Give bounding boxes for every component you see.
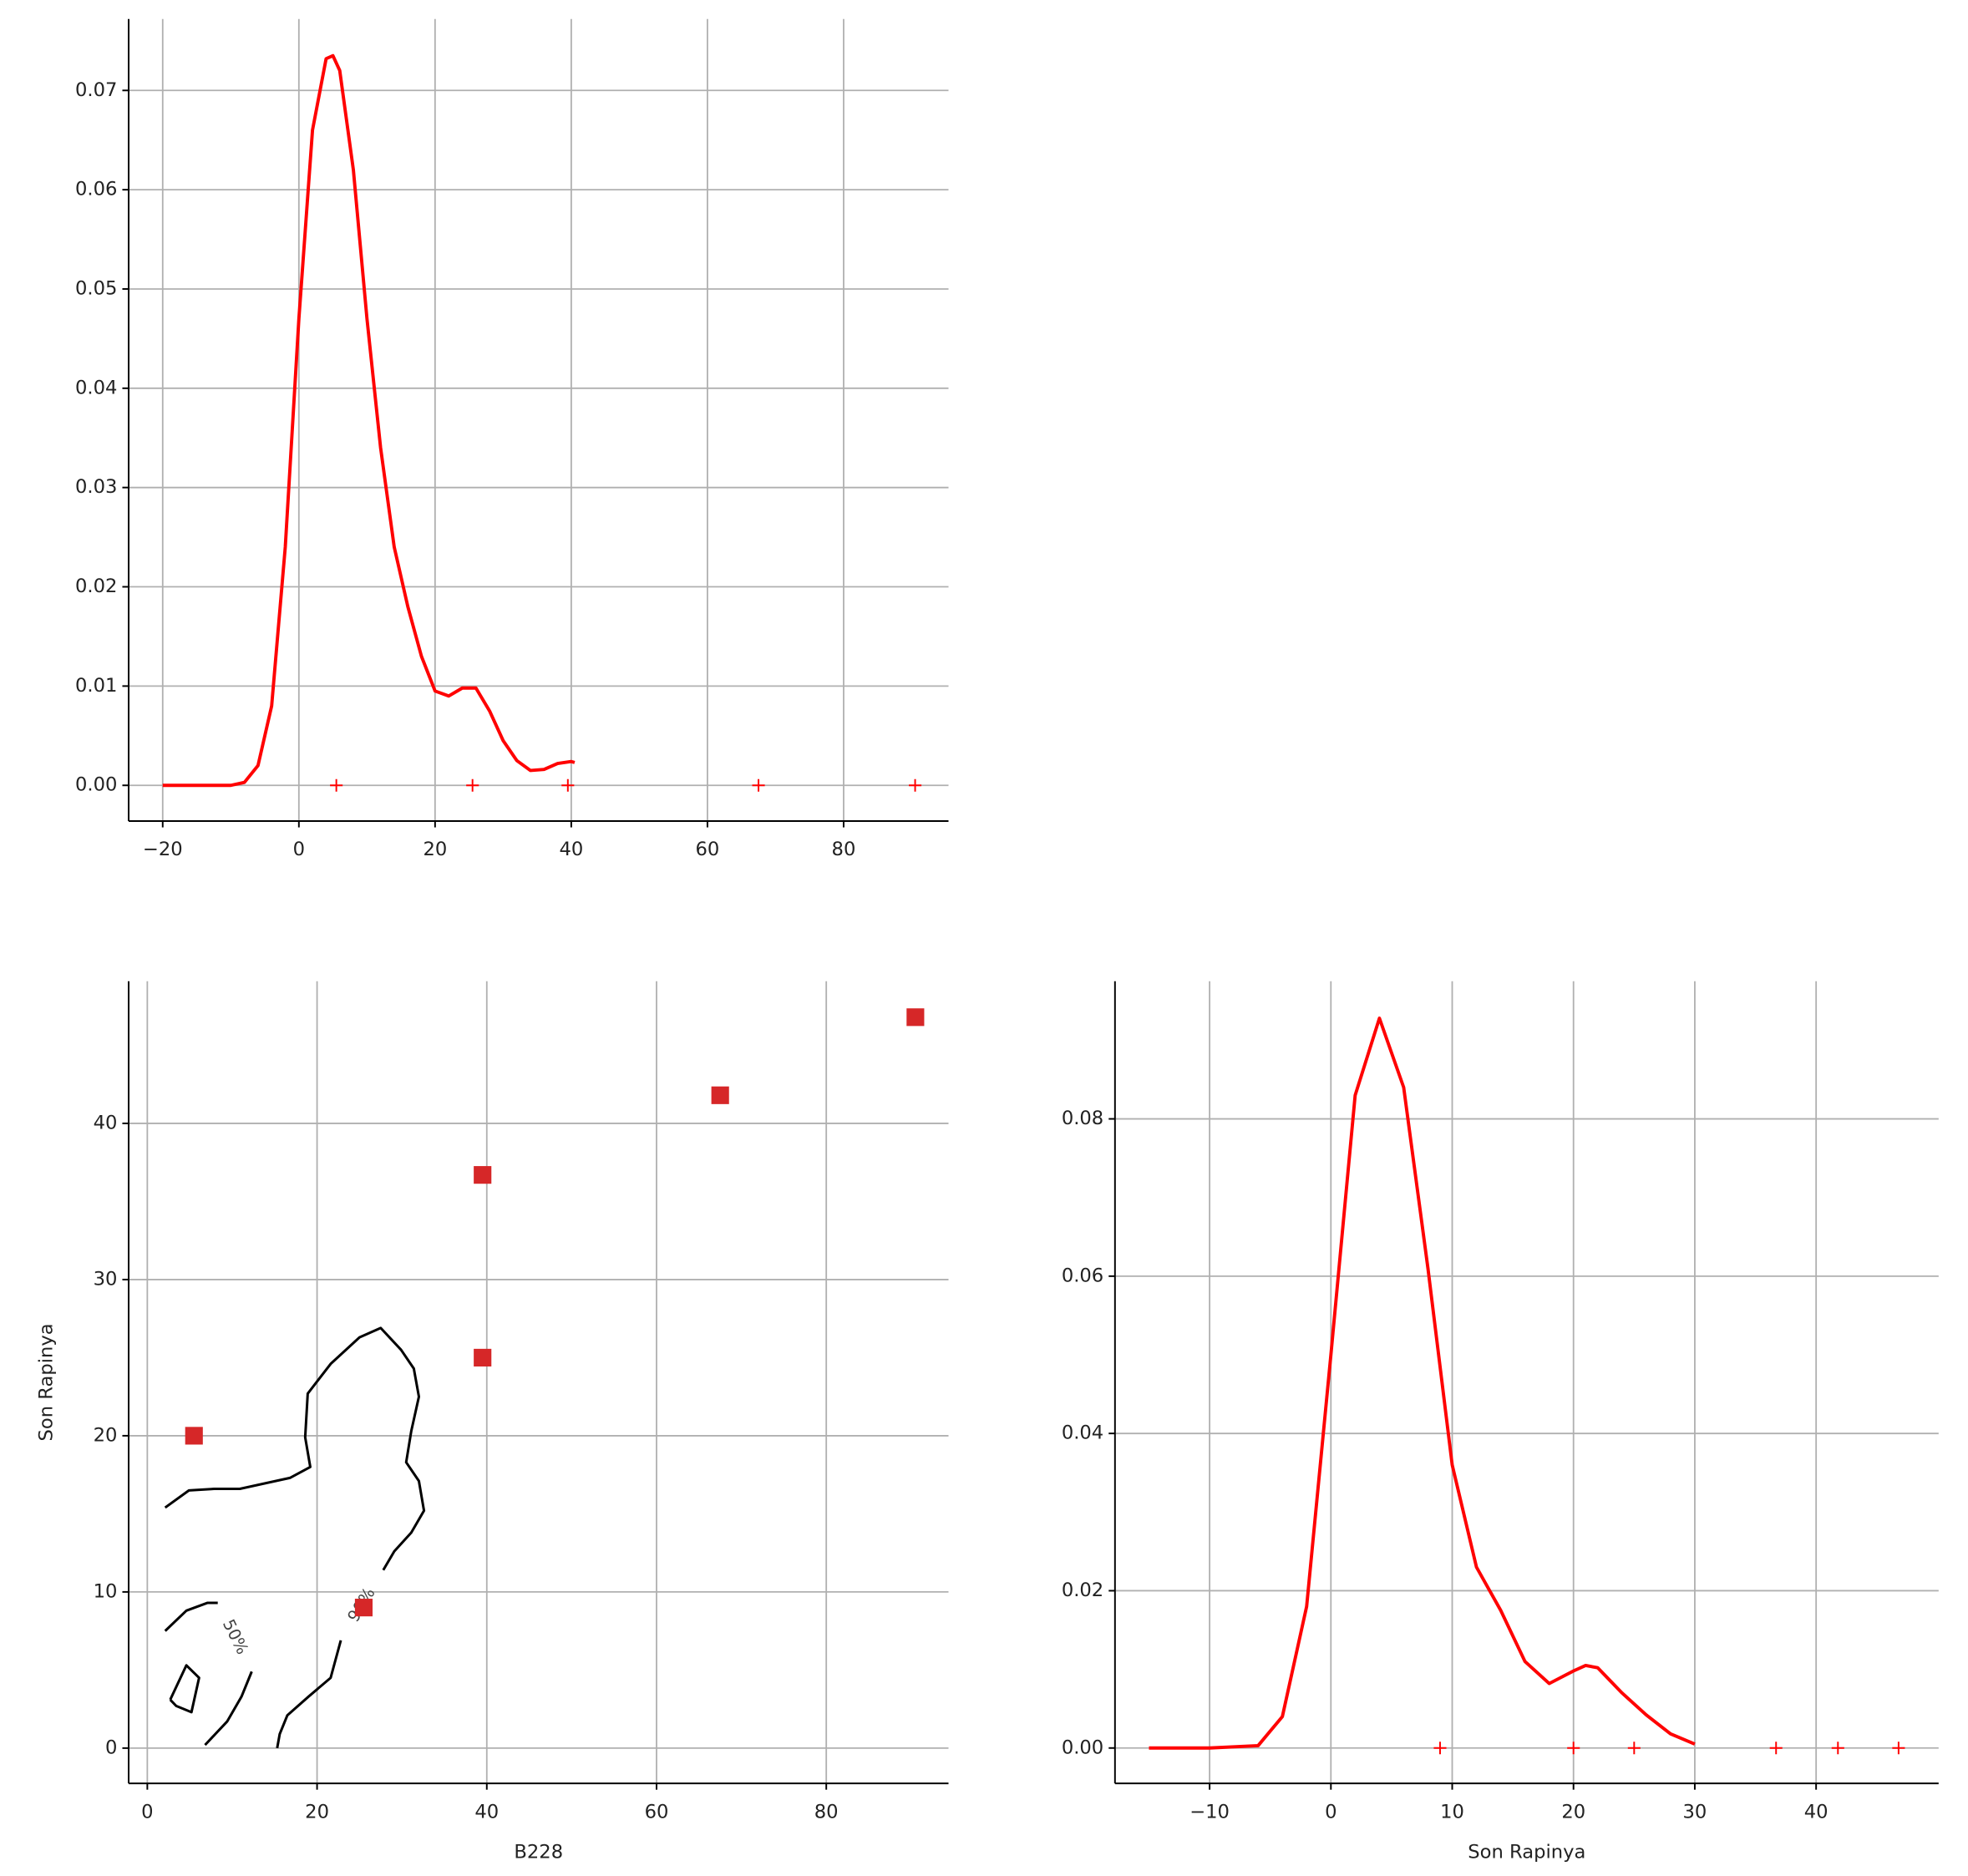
x-tick-label: 40 [1804,1801,1829,1823]
rug-marker [752,778,765,792]
rug-marker [1831,1742,1844,1755]
x-tick-label: 40 [474,1801,499,1823]
scatter-point [711,1086,729,1104]
scatter-point [354,1599,373,1617]
rug-marker [466,778,479,792]
rug-marker [1433,1742,1447,1755]
y-tick-label: 0.02 [75,575,117,597]
y-tick-label: 0.02 [1062,1579,1103,1601]
contour-line [164,1326,426,1749]
y-tick-label: 10 [94,1580,118,1602]
y-tick-label: 0.05 [75,277,117,299]
y-tick-label: 0.00 [75,774,117,796]
y-tick-label: 0.01 [75,675,117,697]
y-tick-label: 0.04 [1062,1422,1103,1444]
x-tick-label: 0 [141,1801,153,1823]
x-tick-label: 20 [1561,1801,1585,1823]
x-tick-label: −20 [143,839,183,860]
rug-marker [561,778,575,792]
kde-line [1149,1017,1696,1750]
y-tick-label: 0.03 [75,476,117,498]
y-axis-label: Son Rapinya [35,1323,57,1441]
x-tick-label: 80 [814,1801,839,1823]
y-tick-label: 0.06 [75,179,117,200]
x-tick-label: 60 [696,839,720,860]
rug-marker [1567,1742,1580,1755]
y-tick-label: 0.06 [1062,1265,1103,1286]
x-tick-label: 20 [305,1801,329,1823]
y-tick-label: 20 [94,1424,118,1446]
x-tick-label: 60 [645,1801,669,1823]
x-tick-label: 80 [832,839,856,860]
rug-marker [1769,1742,1783,1755]
y-tick-label: 0.07 [75,79,117,101]
y-tick-label: 40 [94,1112,118,1133]
x-axis-label: Son Rapinya [1468,1842,1585,1863]
y-tick-label: 0.08 [1062,1108,1103,1129]
y-tick-label: 0 [105,1737,117,1758]
rug-marker [1627,1742,1641,1755]
x-tick-label: 10 [1440,1801,1464,1823]
y-tick-label: 0.00 [1062,1737,1103,1758]
x-axis-label: B228 [514,1842,563,1863]
x-tick-label: 0 [1325,1801,1337,1823]
scatter-point [906,1008,925,1027]
x-tick-label: 20 [423,839,447,860]
scatter-point [474,1166,492,1184]
y-tick-label: 0.04 [75,377,117,398]
contour-line [169,1664,200,1714]
x-tick-label: 40 [559,839,583,860]
contour-label: 50% [219,1616,252,1657]
x-tick-label: 0 [293,839,305,860]
x-tick-label: −10 [1189,1801,1230,1823]
scatter-point [474,1348,492,1366]
rug-marker [330,778,343,792]
kde-line [162,53,576,788]
y-tick-label: 30 [94,1268,118,1290]
scatter-point [185,1427,203,1445]
rug-marker [909,778,922,792]
x-tick-label: 30 [1683,1801,1707,1823]
rug-marker [1892,1742,1905,1755]
contour-line [164,1601,253,1747]
